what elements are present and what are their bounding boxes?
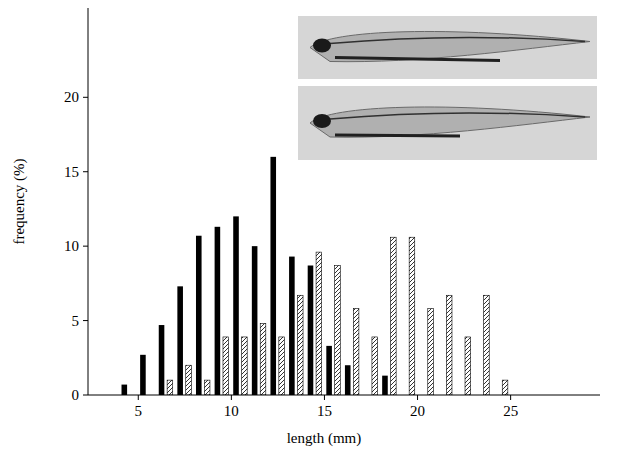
x-tick [138,395,139,400]
bar [260,324,266,395]
bar [297,295,303,395]
x-tick-label: 10 [224,403,239,419]
bar [252,246,258,395]
bar [289,257,295,395]
bar [270,157,276,395]
bar [353,309,359,395]
x-tick [510,395,511,400]
y-axis [88,8,89,395]
y-tick-label: 0 [72,387,80,403]
bar [446,295,452,395]
y-tick-label: 10 [64,238,79,254]
x-tick-label: 20 [410,403,425,419]
y-tick [83,320,88,321]
bar [204,380,210,395]
bar [308,266,314,395]
y-tick [83,246,88,247]
bar [335,266,341,395]
x-tick [417,395,418,400]
bar [372,337,378,395]
bar [215,227,221,395]
bar [409,237,415,395]
bar [502,380,508,395]
bar [233,216,239,395]
y-axis-title: frequency (%) [11,158,28,244]
y-tick-label: 5 [72,313,80,329]
x-tick-label: 25 [503,403,518,419]
bar [177,286,183,395]
x-tick-label: 5 [135,403,143,419]
bar [223,337,229,395]
y-tick [83,171,88,172]
x-tick-label: 15 [317,403,332,419]
bar [391,237,397,395]
x-axis-title: length (mm) [287,430,362,447]
bar [242,337,248,395]
bar [196,236,202,395]
bar [279,337,285,395]
y-tick-label: 15 [64,164,79,180]
bars [122,157,508,395]
bar [345,365,351,395]
bar [186,365,192,395]
bar [159,325,165,395]
bar [167,380,173,395]
bar [122,385,128,395]
bar [465,337,471,395]
x-tick [324,395,325,400]
y-tick [83,395,88,396]
x-axis [88,395,600,396]
bar [484,295,490,395]
bar [326,346,332,395]
bar [316,252,322,395]
chart: 0 5 10 15 20 5 10 15 20 25 length (mm) frequency (%… [0,0,625,452]
inset-photo [298,86,597,160]
bar [382,376,388,395]
inset-photo [298,16,597,79]
y-tick-label: 20 [64,89,79,105]
bar [140,355,146,395]
bar [428,309,434,395]
y-tick [83,97,88,98]
x-tick [231,395,232,400]
